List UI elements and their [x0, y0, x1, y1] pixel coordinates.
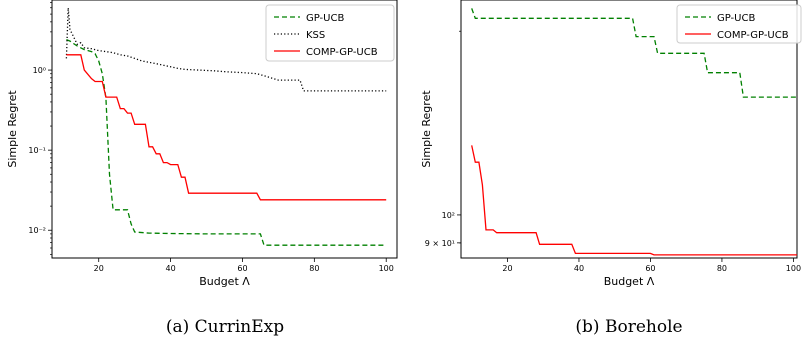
legend-label: GP-UCB: [717, 13, 755, 24]
x-tick-label: 100: [786, 264, 801, 273]
series-line-comp-gp-ucb: [66, 54, 387, 201]
y-axis-label: Simple Regret: [420, 90, 433, 168]
series-line-comp-gp-ucb: [471, 145, 797, 256]
x-tick-label: 40: [166, 264, 176, 273]
legend-label: GP-UCB: [306, 13, 344, 24]
x-axis-label: Budget Λ: [199, 275, 250, 288]
legend: GP-UCB COMP-GP-UCB: [676, 4, 802, 44]
panel-currinexp: 10⁰ 10⁻¹ 10⁻² 20 40 60 80 100 Budget Λ Simple Reg…: [6, 0, 398, 337]
legend-label: COMP-GP-UCB: [306, 47, 378, 58]
x-tick-label: 80: [717, 264, 727, 273]
y-tick-label: 10⁻¹: [28, 146, 46, 155]
axes-frame: [460, 0, 798, 259]
axes-frame: [51, 0, 398, 259]
x-tick-label: 20: [94, 264, 104, 273]
y-axis-label: Simple Regret: [6, 90, 19, 168]
series-line-gp-ucb: [471, 8, 797, 98]
y-tick-label: 9 × 10¹: [425, 239, 455, 248]
x-tick-label: 60: [645, 264, 655, 273]
x-tick-label: 100: [379, 264, 394, 273]
x-tick-label: 60: [237, 264, 247, 273]
legend-label: COMP-GP-UCB: [717, 30, 789, 41]
legend-box: [265, 4, 395, 62]
x-tick-label: 20: [502, 264, 512, 273]
subfigure-caption: (b) Borehole: [575, 317, 682, 337]
panel-borehole: 10² 9 × 10¹ 20 40 60 80 100 Budget Λ Simple Regr…: [420, 0, 802, 337]
subfigure-caption: (a) CurrinExp: [166, 317, 284, 337]
series-line-gp-ucb: [66, 38, 387, 246]
legend: GP-UCB KSS COMP-GP-UCB: [265, 4, 395, 62]
x-tick-label: 40: [574, 264, 584, 273]
series-line-kss: [65, 7, 387, 92]
y-tick-label: 10⁻²: [28, 226, 46, 235]
x-tick-label: 80: [309, 264, 319, 273]
x-axis-label: Budget Λ: [604, 275, 655, 288]
legend-label: KSS: [306, 30, 325, 41]
y-tick-label: 10⁰: [33, 66, 46, 75]
y-tick-label: 10²: [442, 211, 455, 220]
